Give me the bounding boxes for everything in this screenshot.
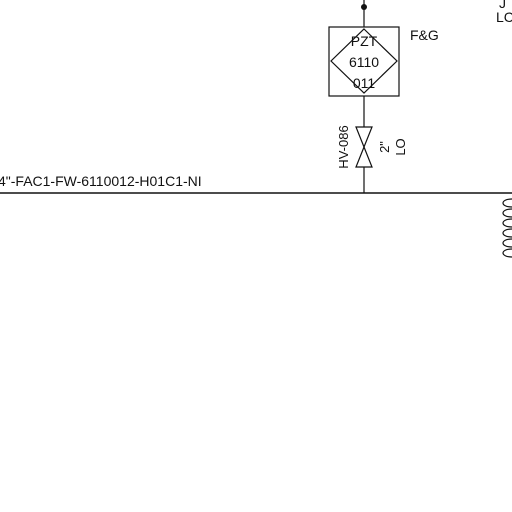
- valve-hv-086[interactable]: [355, 126, 373, 168]
- instrument-pzt-6110-011[interactable]: PZT 6110 011: [328, 26, 400, 97]
- instrument-tag-line-3: 011: [353, 75, 376, 91]
- coil-symbol-fragment: [502, 198, 512, 258]
- connection-dot: [361, 4, 367, 10]
- valve-upper-triangle: [355, 126, 373, 149]
- valve-position: LO: [393, 138, 408, 155]
- corner-text-upper: J: [499, 0, 506, 11]
- instrument-tag-line-2: 6110: [349, 54, 379, 70]
- instrument-tag-line-1: PZT: [351, 33, 378, 49]
- instrument-service-label: F&G: [410, 27, 439, 43]
- valve-size: 2": [377, 141, 392, 153]
- valve-lower-triangle: [355, 145, 373, 168]
- corner-text-lower: LC: [496, 9, 512, 25]
- valve-tag: HV-086: [336, 125, 351, 168]
- pipeline-label: 4"-FAC1-FW-6110012-H01C1-NI: [0, 173, 202, 189]
- instrument-diamond: [330, 28, 398, 94]
